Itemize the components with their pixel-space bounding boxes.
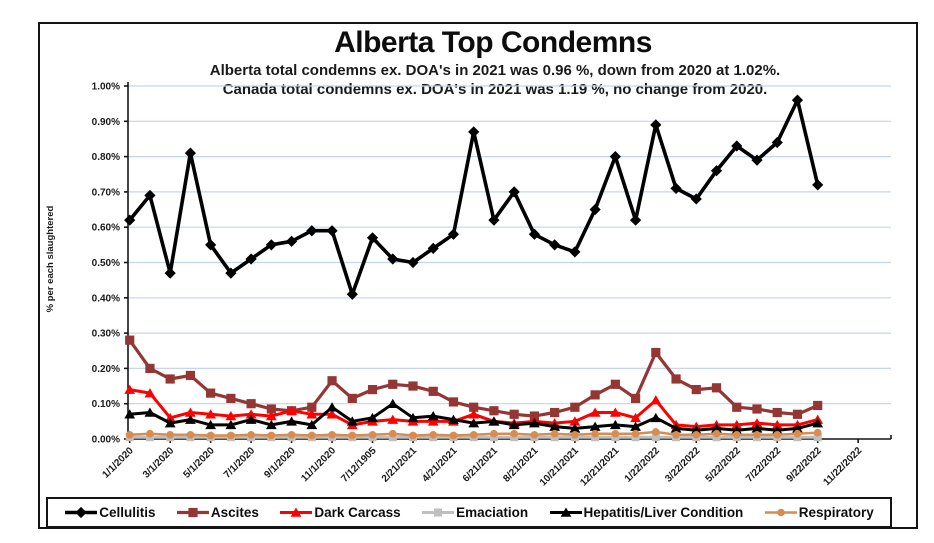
- svg-text:0.00%: 0.00%: [92, 435, 120, 446]
- legend-marker-hepatitis-liver-condition-icon: [549, 507, 582, 517]
- legend-item-ascites: Ascites: [176, 505, 259, 520]
- svg-text:0.70%: 0.70%: [92, 187, 120, 198]
- legend-marker-dark-carcass-icon: [280, 507, 313, 517]
- svg-text:11/22/2022: 11/22/2022: [822, 445, 865, 488]
- svg-text:4/21/2021: 4/21/2021: [420, 445, 460, 485]
- series-cellulitis: [124, 94, 824, 300]
- legend-item-hepatitis-liver-condition: Hepatitis/Liver Condition: [549, 505, 744, 520]
- legend-label-dark-carcass: Dark Carcass: [314, 505, 401, 520]
- svg-text:0.10%: 0.10%: [92, 399, 120, 410]
- svg-text:1/1/2020: 1/1/2020: [101, 445, 137, 481]
- svg-text:0.90%: 0.90%: [92, 117, 120, 128]
- legend-marker-cellulitis-icon: [65, 506, 98, 519]
- svg-text:5/1/2020: 5/1/2020: [181, 445, 217, 481]
- series-ascites-markers: [125, 335, 823, 421]
- legend-marker-emaciation-icon: [422, 508, 455, 517]
- svg-text:3/22/2022: 3/22/2022: [663, 445, 703, 485]
- svg-text:9/22/2022: 9/22/2022: [785, 445, 825, 485]
- svg-text:10/21/2021: 10/21/2021: [538, 445, 581, 488]
- svg-text:3/1/2020: 3/1/2020: [141, 445, 177, 481]
- chart-legend: Cellulitis Ascites Dark Carcass Emaciation H…: [46, 497, 892, 528]
- svg-text:2/21/2021: 2/21/2021: [380, 445, 420, 485]
- legend-label-hepatitis-liver-condition: Hepatitis/Liver Condition: [583, 505, 744, 520]
- chart-border: [38, 22, 918, 529]
- chart-title: Alberta Top Condemns: [334, 26, 652, 59]
- legend-label-emaciation: Emaciation: [456, 505, 529, 520]
- series-hepatitis-liver-condition: [124, 398, 824, 435]
- svg-text:7/22/2022: 7/22/2022: [744, 445, 784, 485]
- svg-text:6/21/2021: 6/21/2021: [461, 445, 501, 485]
- legend-marker-ascites-icon: [176, 507, 209, 518]
- svg-text:8/21/2021: 8/21/2021: [501, 445, 541, 485]
- svg-text:5/22/2022: 5/22/2022: [704, 445, 744, 485]
- legend-item-respiratory: Respiratory: [764, 505, 874, 520]
- svg-text:1.00%: 1.00%: [92, 82, 120, 93]
- svg-text:9/1/2020: 9/1/2020: [262, 445, 298, 481]
- svg-text:12/21/2021: 12/21/2021: [578, 445, 621, 488]
- svg-text:7/12/1905: 7/12/1905: [339, 445, 379, 485]
- svg-text:1/22/2022: 1/22/2022: [623, 445, 663, 485]
- svg-text:0.60%: 0.60%: [92, 223, 120, 234]
- legend-label-respiratory: Respiratory: [798, 505, 874, 520]
- x-tick-labels: 1/1/2020 3/1/2020 5/1/2020 7/1/2020 9/1/2020…: [101, 445, 865, 488]
- chart-subtitle-line2: Canada total condemns ex. DOA's in 2021 …: [222, 81, 768, 98]
- chart-subtitle: Alberta total condemns ex. DOA's in 2021…: [110, 61, 880, 99]
- svg-text:0.20%: 0.20%: [92, 364, 120, 375]
- legend-marker-respiratory-icon: [764, 508, 797, 517]
- chart-subtitle-line1: Alberta total condemns ex. DOA's in 2021…: [209, 62, 781, 79]
- series-cellulitis-markers: [124, 94, 824, 300]
- series-ascites: [125, 335, 823, 421]
- legend-item-cellulitis: Cellulitis: [64, 505, 155, 520]
- svg-text:0.80%: 0.80%: [92, 152, 120, 163]
- y-gridlines: [128, 85, 891, 405]
- series-respiratory-markers: [125, 428, 822, 440]
- svg-text:7/1/2020: 7/1/2020: [222, 445, 258, 481]
- legend-item-dark-carcass: Dark Carcass: [279, 505, 401, 520]
- svg-text:11/1/2020: 11/1/2020: [299, 445, 338, 484]
- y-tick-labels: 0.00% 0.10% 0.20% 0.30% 0.40% 0.50% 0.60% 0.70%…: [92, 82, 120, 446]
- legend-label-cellulitis: Cellulitis: [99, 505, 156, 520]
- svg-text:0.50%: 0.50%: [92, 258, 120, 269]
- legend-label-ascites: Ascites: [210, 505, 259, 520]
- svg-text:0.30%: 0.30%: [92, 329, 120, 340]
- legend-item-emaciation: Emaciation: [421, 505, 528, 520]
- svg-text:0.40%: 0.40%: [92, 293, 120, 304]
- series-respiratory: [125, 428, 822, 440]
